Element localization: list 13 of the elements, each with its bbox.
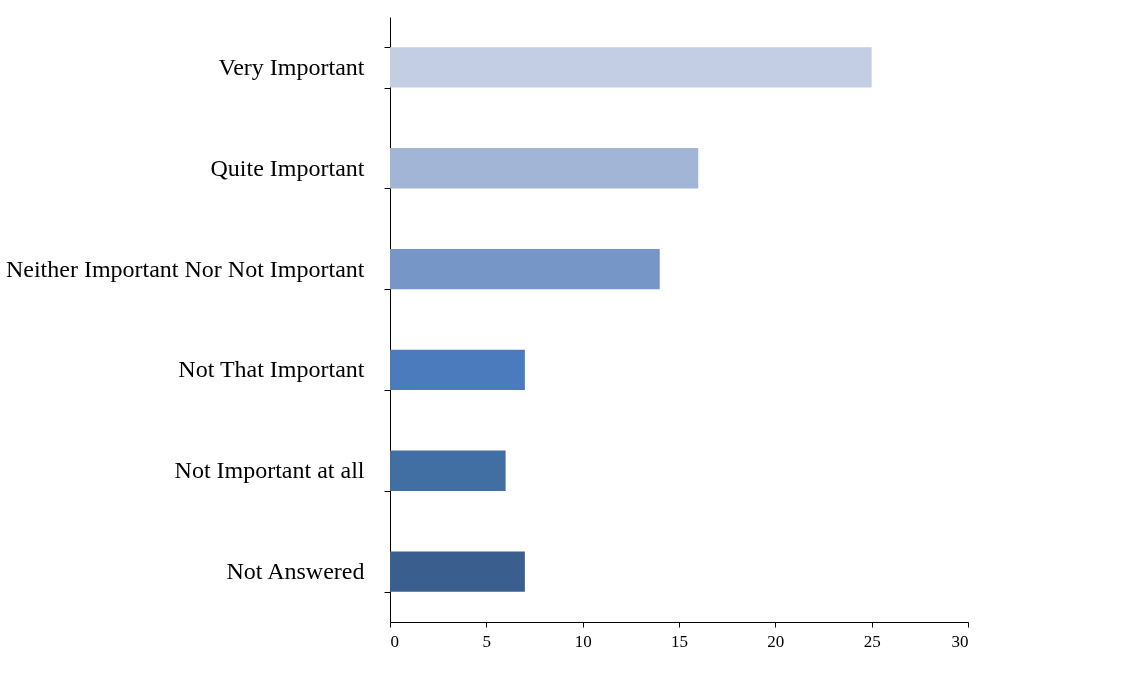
y-tick-label: Very Important — [218, 53, 365, 80]
x-tick-label: 15 — [671, 631, 688, 651]
x-tick-label: 20 — [767, 631, 785, 651]
y-tick-label: Not Important at all — [174, 457, 365, 484]
x-tick-label: 5 — [482, 631, 492, 651]
x-tick-label: 10 — [574, 631, 592, 651]
y-tick-label: Not Answered — [226, 558, 365, 585]
y-tick-label: Not That Important — [178, 356, 365, 383]
x-tick-label: 25 — [863, 631, 881, 651]
y-tick-label: Quite Important — [210, 154, 365, 181]
x-tick-label: 0 — [390, 631, 399, 651]
y-tick-label: Neither Important Nor Not Important — [5, 255, 365, 282]
x-tick-label: 30 — [951, 631, 969, 651]
